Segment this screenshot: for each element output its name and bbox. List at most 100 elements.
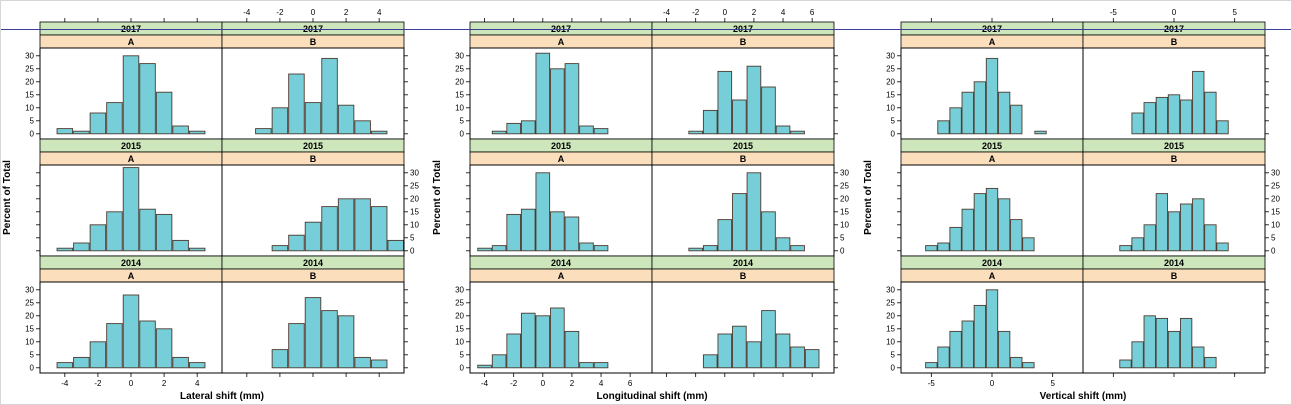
year-strip-label: 2014 [551, 258, 571, 268]
y-tick-label: 0 [460, 363, 465, 372]
hist-bar [1155, 96, 1169, 135]
bottom-tick-label: 0 [129, 379, 134, 388]
hist-bar [717, 70, 733, 135]
y-tick-label: 0 [410, 246, 415, 255]
hist-bar [961, 91, 974, 135]
y-tick-label: 25 [886, 64, 895, 73]
hist-bar [1022, 237, 1035, 252]
hist-bar [89, 112, 107, 135]
hist-bar [106, 102, 123, 135]
hist-bar [961, 320, 974, 369]
hist-bar [1204, 356, 1217, 369]
hist-bar [961, 208, 974, 252]
x-axis-title: Lateral shift (mm) [180, 391, 264, 402]
hist-bar [1143, 315, 1156, 369]
y-tick-label: 20 [840, 194, 849, 203]
hist-bar [949, 226, 962, 252]
group-strip-label: A [128, 37, 135, 47]
hist-bar [139, 63, 156, 135]
hist-bar [1167, 94, 1181, 135]
group-strip-label: B [740, 154, 747, 164]
hist-bar [1010, 356, 1023, 369]
top-tick-label: 4 [377, 8, 382, 17]
y-tick-label: 15 [886, 324, 895, 333]
hist-bar [122, 167, 140, 252]
hist-bar [579, 242, 594, 252]
y-tick-label: 0 [1271, 246, 1276, 255]
hist-bar [732, 325, 747, 369]
group-strip-label: B [310, 271, 317, 281]
chart-svg: -5 0 52017A2017B0510152025302015A2015B0510… [863, 8, 1280, 402]
hist-bar [73, 130, 90, 135]
y-tick-label: 25 [455, 64, 464, 73]
x-axis-title: Vertical shift (mm) [1040, 391, 1127, 402]
bottom-tick-label: -4 [481, 379, 489, 388]
hist-bar [520, 120, 536, 135]
hist-bar [155, 91, 173, 135]
y-tick-label: 30 [410, 168, 419, 177]
hist-bar [593, 128, 609, 135]
hist-bar [1119, 359, 1132, 369]
hist-bar [732, 193, 747, 252]
hist-bar [937, 346, 950, 369]
hist-bar [370, 130, 388, 135]
hist-bar [139, 320, 156, 369]
hist-bar [761, 211, 776, 252]
y-tick-label: 20 [886, 311, 895, 320]
hist-bar [775, 333, 791, 369]
hist-bar [1192, 346, 1205, 369]
lateral-shift-chart: -4 -2 0 2 4 2017 A 2017 B 0 5 10 15 20 25 30 2015 A 2015 B 0… [0, 0, 430, 405]
hist-bar [106, 323, 123, 369]
hist-bar [172, 356, 189, 369]
hist-bar [997, 198, 1011, 252]
group-strip-label: A [989, 271, 996, 281]
longitudinal-shift-chart: -4 -2 0 2 4 6 2017 A 2017 B 0 5 10 15 20 25 30 2015 A 2015 B… [430, 0, 860, 405]
y-tick-label: 20 [455, 311, 464, 320]
group-strip-label: B [1171, 154, 1178, 164]
y-tick-label: 30 [455, 51, 464, 60]
top-tick-label: -5 [1110, 8, 1118, 17]
top-tick-label: -2 [276, 8, 284, 17]
hist-bar [937, 120, 950, 135]
hist-bar [1143, 224, 1156, 252]
hist-bar [304, 221, 322, 252]
bottom-tick-label: 4 [195, 379, 200, 388]
group-strip-label: B [1171, 37, 1178, 47]
y-tick-label: 0 [840, 246, 845, 255]
y-axis-title: Percent of Total [432, 160, 443, 235]
bottom-tick-label: 2 [570, 379, 575, 388]
y-tick-label: 30 [886, 285, 895, 294]
bottom-tick-label: 5 [1050, 379, 1055, 388]
y-tick-label: 0 [891, 129, 896, 138]
hist-bar [1022, 362, 1035, 369]
group-strip-label: A [558, 154, 565, 164]
top-tick-label: 2 [752, 8, 757, 17]
hist-bar [520, 312, 536, 369]
y-tick-label: 0 [30, 363, 35, 372]
y-tick-label: 25 [840, 181, 849, 190]
hist-bar [477, 364, 492, 369]
hist-bar [535, 172, 551, 252]
hist-bar [73, 242, 90, 252]
hist-bar [717, 219, 733, 252]
top-tick-label: 5 [1232, 8, 1237, 17]
hist-bar [593, 245, 609, 252]
hist-bar [985, 187, 999, 252]
hist-bar [1131, 341, 1144, 369]
hist-bar [370, 359, 388, 369]
bottom-tick-label: -2 [510, 379, 518, 388]
year-strip-label: 2015 [1164, 141, 1184, 151]
hist-bar [1179, 317, 1193, 369]
y-tick-label: 25 [25, 298, 34, 307]
hist-bar [790, 346, 805, 369]
hist-bar [732, 99, 747, 135]
y-tick-label: 10 [455, 103, 464, 112]
y-tick-label: 20 [410, 194, 419, 203]
y-tick-label: 25 [886, 298, 895, 307]
hist-bar [122, 294, 140, 369]
year-strip-label: 2014 [121, 258, 141, 268]
hist-bar [188, 247, 206, 252]
hist-bar [804, 349, 820, 369]
hist-bar [790, 130, 805, 135]
